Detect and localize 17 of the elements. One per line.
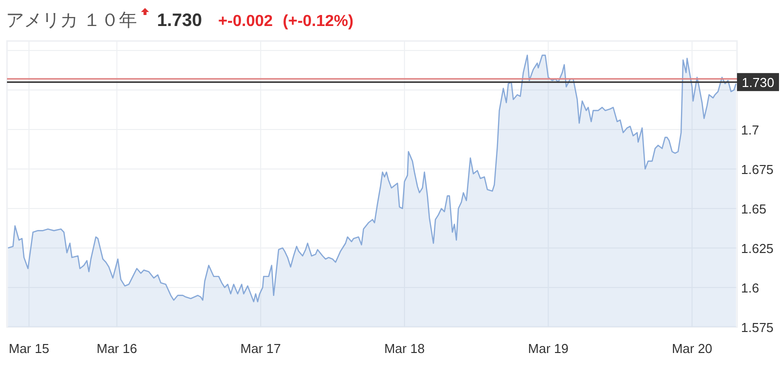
x-tick-label: Mar 19 bbox=[528, 341, 568, 356]
x-tick-label: Mar 18 bbox=[384, 341, 425, 356]
y-tick-label: 1.675 bbox=[741, 162, 774, 177]
y-tick-label: 1.6 bbox=[741, 280, 760, 296]
chart-title: アメリカ １０年 bbox=[6, 10, 138, 30]
y-tick-label: 1.65 bbox=[741, 201, 766, 216]
text: +-0.002 bbox=[218, 13, 273, 30]
y-tick-label: 1.575 bbox=[741, 320, 774, 335]
y-tick-label: 1.625 bbox=[741, 240, 774, 256]
ref-line-label: 1.730 bbox=[742, 75, 774, 90]
text: 1.730 bbox=[157, 10, 202, 30]
y-tick-label: 1.7 bbox=[741, 122, 760, 138]
x-tick-label: Mar 20 bbox=[672, 341, 712, 356]
x-tick-label: Mar 16 bbox=[96, 341, 138, 356]
x-tick-label: Mar 15 bbox=[8, 341, 50, 356]
x-tick-label: Mar 17 bbox=[240, 341, 281, 356]
text: (+-0.12%) bbox=[282, 13, 354, 30]
